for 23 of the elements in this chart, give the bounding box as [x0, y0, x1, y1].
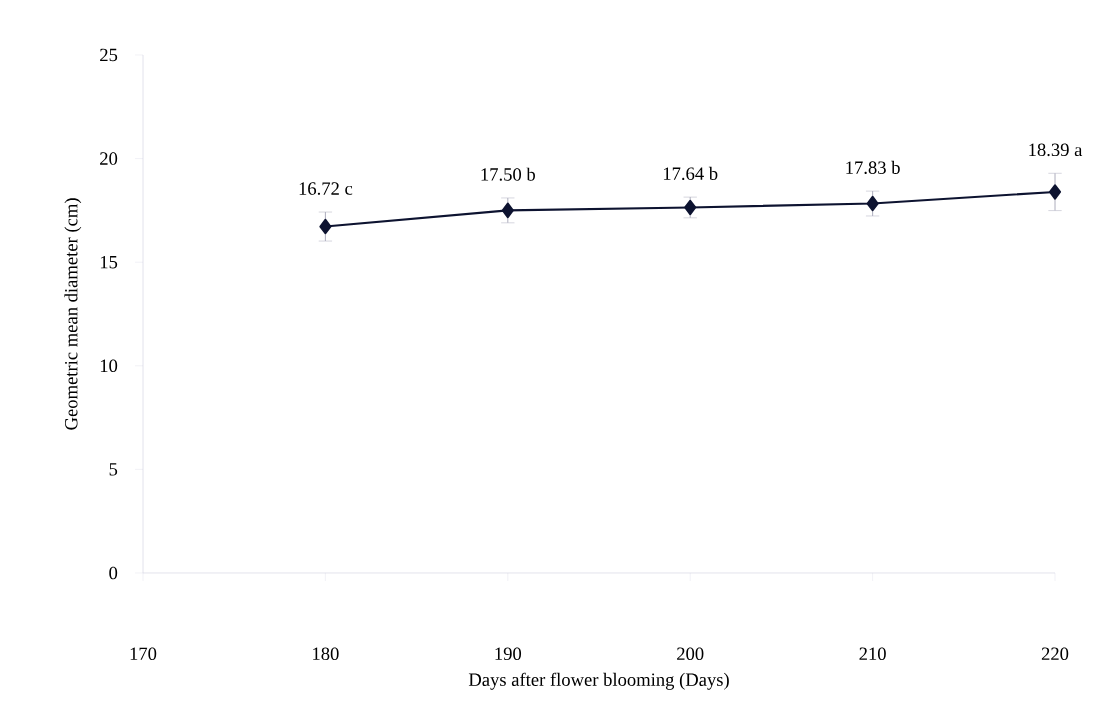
data-label: 17.64 b [663, 166, 718, 180]
data-label: 17.83 b [846, 160, 900, 174]
point [866, 195, 879, 212]
x-axis-title: Days after flower blooming (Days) [468, 672, 729, 690]
y-tick-label: 20 [100, 152, 118, 165]
x-tick-label: 220 [1041, 647, 1069, 661]
y-tick-label: 25 [100, 48, 118, 62]
point [1048, 184, 1062, 200]
x-tick-label: 210 [859, 647, 886, 661]
x-tick-label: 190 [495, 647, 522, 661]
point [501, 202, 514, 219]
data-label: 17.50 b [481, 167, 535, 181]
y-tick-label: 0 [109, 566, 118, 580]
y-axis-title: Geometric mean diameter (cm) [64, 198, 82, 430]
point [319, 218, 332, 235]
y-tick-label: 10 [100, 359, 118, 373]
x-tick-label: 180 [313, 647, 339, 661]
y-tick-label: 5 [109, 463, 118, 476]
data-label: 18.39 a [1029, 143, 1083, 157]
x-tick-label: 170 [130, 647, 157, 661]
y-tick-label: 15 [100, 255, 118, 269]
x-tick-label: 200 [677, 647, 704, 661]
data-label: 16.72 c [299, 182, 353, 195]
